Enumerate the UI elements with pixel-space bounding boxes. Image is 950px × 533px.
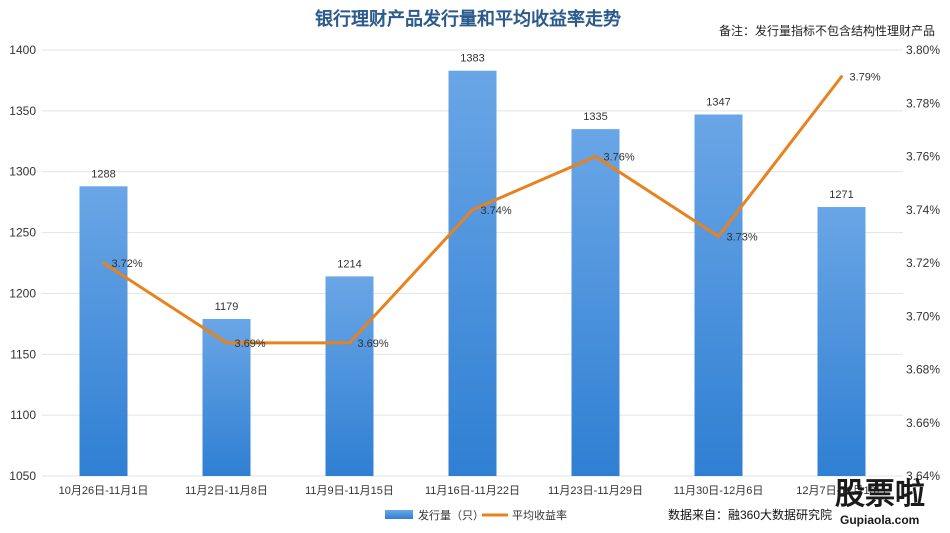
bar: [325, 276, 374, 476]
left-tick-label: 1200: [9, 286, 36, 300]
left-tick-label: 1150: [10, 347, 36, 361]
chart-note: 备注：发行量指标不包含结构性理财产品: [719, 23, 935, 38]
left-axis-ticks: 1050 1100 1150 1200 1250 1300 1350 1400: [9, 43, 36, 483]
bar-value-label: 1271: [829, 189, 853, 201]
right-tick-label: 3.66%: [906, 416, 940, 430]
bar-value-label: 1347: [706, 97, 730, 109]
line-point: [471, 208, 474, 212]
x-axis-ticks: 10月26日-11月1日 11月2日-11月8日 11月9日-11月15日 11月16…: [59, 485, 887, 497]
bar-series: [79, 70, 866, 477]
right-tick-label: 3.76%: [906, 150, 940, 164]
legend: 发行量（只） 平均收益率: [385, 508, 567, 522]
x-tick-label: 11月16日-11月22日: [425, 485, 520, 497]
legend-bar-label: 发行量（只）: [418, 508, 484, 522]
bar: [571, 129, 620, 476]
left-tick-label: 1300: [9, 165, 36, 179]
watermark-text: 股票啦: [835, 477, 925, 511]
line-point: [102, 261, 105, 265]
x-tick-label: 11月9日-11月15日: [305, 485, 394, 497]
bar: [694, 114, 743, 476]
right-tick-label: 3.72%: [906, 256, 940, 270]
legend-bar-swatch: [385, 510, 413, 519]
x-tick-label: 11月23日-11月29日: [548, 485, 643, 497]
chart-title: 银行理财产品发行量和平均收益率走势: [315, 8, 621, 29]
line-data-labels: 3.72% 3.69% 3.69% 3.74% 3.76% 3.73% 3.79%: [112, 72, 881, 350]
right-tick-label: 3.74%: [906, 203, 940, 217]
line-value-label: 3.73%: [727, 231, 758, 243]
left-tick-label: 1100: [10, 408, 36, 422]
line-value-label: 3.74%: [481, 205, 512, 217]
line-value-label: 3.76%: [604, 152, 635, 164]
line-point: [348, 341, 351, 345]
line-series: [102, 75, 843, 345]
watermark-logo: 股票啦 Gupiaola.com: [835, 477, 925, 527]
x-tick-label: 12月7日-12月13日: [796, 485, 887, 497]
x-tick-label: 10月26日-11月1日: [59, 485, 149, 497]
right-tick-label: 3.78%: [906, 96, 940, 110]
bar-value-label: 1383: [460, 53, 484, 65]
line-point: [840, 75, 843, 79]
line-value-label: 3.69%: [235, 338, 266, 350]
right-axis-ticks: 3.64% 3.66% 3.68% 3.70% 3.72% 3.74% 3.76% 3.78%…: [906, 43, 940, 483]
left-tick-label: 1250: [9, 226, 36, 240]
data-source: 数据来自：融360大数据研究院: [668, 507, 832, 522]
right-tick-label: 3.80%: [906, 43, 940, 57]
right-tick-label: 3.64%: [906, 469, 940, 483]
bar: [817, 207, 866, 477]
right-tick-label: 3.70%: [906, 309, 940, 323]
x-tick-label: 11月30日-12月6日: [674, 485, 764, 497]
x-tick-label: 11月2日-11月8日: [185, 485, 268, 497]
line-value-label: 3.79%: [850, 72, 881, 84]
bar: [448, 70, 497, 476]
bar-value-label: 1335: [583, 111, 607, 123]
line-value-label: 3.72%: [112, 258, 143, 270]
watermark-url: Gupiaola.com: [840, 513, 919, 527]
line-value-label: 3.69%: [358, 338, 389, 350]
left-tick-label: 1400: [9, 43, 36, 57]
bar: [79, 186, 128, 476]
bar-value-label: 1288: [91, 168, 115, 180]
bar-data-labels: 1288 1179 1214 1383 1335 1347 1271: [91, 53, 853, 313]
bar: [202, 318, 251, 476]
right-tick-label: 3.68%: [906, 363, 940, 377]
bar-value-label: 1214: [337, 258, 361, 270]
line-point: [717, 234, 720, 238]
left-tick-label: 1050: [9, 469, 36, 483]
bar-value-label: 1179: [215, 301, 239, 313]
line-point: [225, 341, 228, 345]
line-point: [594, 155, 597, 158]
legend-line-label: 平均收益率: [512, 508, 567, 522]
left-tick-label: 1350: [9, 104, 36, 118]
